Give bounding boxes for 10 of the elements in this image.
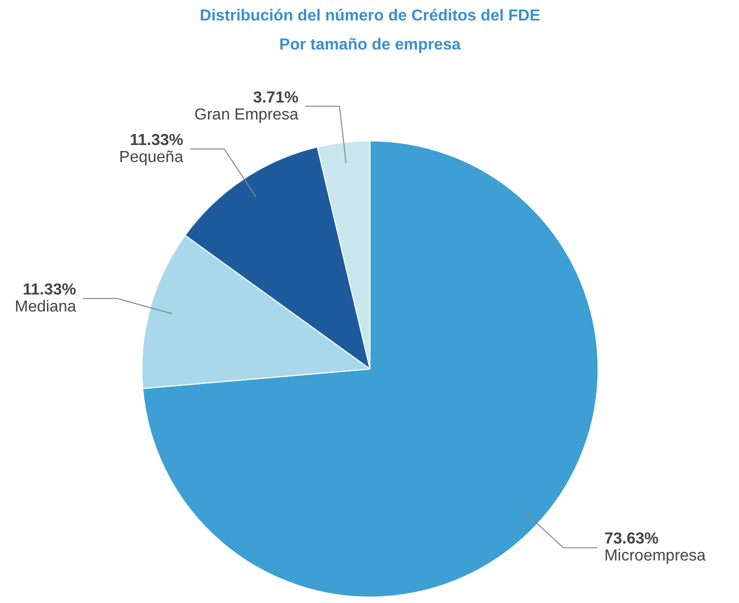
- slice-label: Microempresa: [604, 548, 706, 565]
- data-label: 73.63%: [604, 530, 659, 548]
- slice-label: Pequeña: [119, 149, 184, 166]
- chart-subtitle: Por tamaño de empresa: [279, 36, 461, 54]
- slice-label: Gran Empresa: [194, 106, 299, 124]
- data-label: 11.33%: [130, 132, 184, 150]
- data-label: 11.33%: [22, 281, 76, 298]
- slice-label: Mediana: [14, 298, 76, 316]
- chart-title: Distribución del número de Créditos del FDE: [200, 8, 541, 24]
- data-label: 3.71%: [253, 89, 298, 106]
